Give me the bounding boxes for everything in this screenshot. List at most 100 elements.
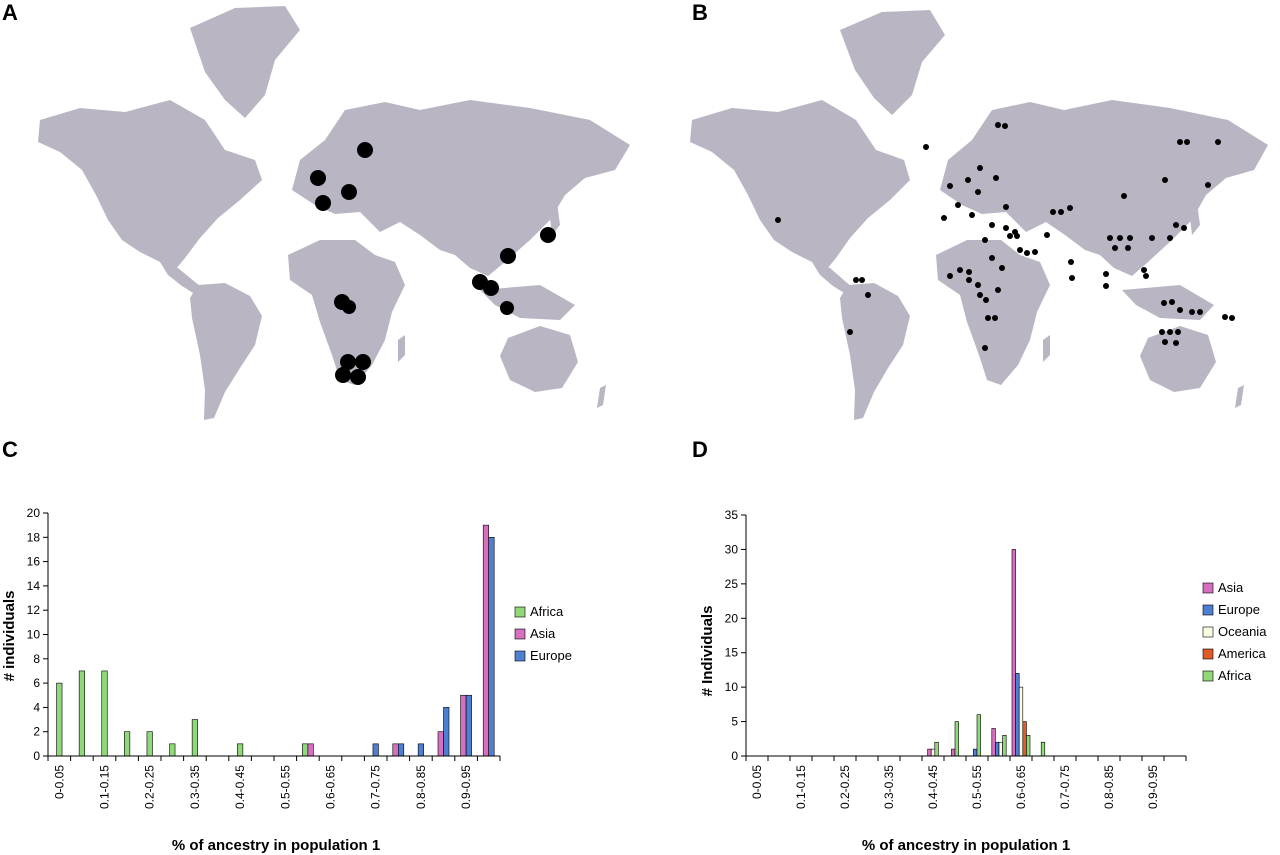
legend-label-america: America [1218, 646, 1266, 661]
population-dot [1175, 329, 1181, 335]
central-america [812, 262, 856, 296]
population-dot [975, 282, 981, 288]
population-dot [947, 183, 953, 189]
legend-label-oceania: Oceania [1218, 624, 1267, 639]
y-tick-label: 12 [27, 603, 41, 617]
population-dot [1177, 139, 1183, 145]
population-dot [1003, 225, 1009, 231]
population-dot [1003, 204, 1009, 210]
population-dot [1161, 300, 1167, 306]
population-dot [859, 277, 865, 283]
bar-africa [169, 743, 176, 757]
population-dot [1149, 235, 1155, 241]
population-dot [1058, 209, 1064, 215]
population-dot [355, 354, 371, 370]
population-dot [1205, 182, 1211, 188]
legend-swatch-europe [514, 650, 526, 662]
population-dot [1007, 233, 1013, 239]
bar-america [1022, 721, 1027, 757]
population-dot [350, 369, 366, 385]
population-dot [1017, 247, 1023, 253]
landmasses [690, 10, 1268, 420]
scandinavia [978, 118, 1018, 172]
y-tick-label: 16 [27, 555, 41, 569]
population-dot [340, 354, 356, 370]
bar-europe [443, 707, 450, 757]
population-dot [1189, 309, 1195, 315]
population-dot [1222, 314, 1228, 320]
x-tick-label: 0.1-0.15 [98, 765, 112, 809]
y-tick-label: 30 [725, 542, 739, 556]
y-tick-label: 10 [27, 628, 41, 642]
map-a-markers [310, 142, 556, 385]
bar-africa [976, 714, 981, 757]
bar-oceania [1018, 686, 1024, 757]
population-dot [965, 177, 971, 183]
population-dot [977, 292, 983, 298]
population-dot [1002, 123, 1008, 129]
population-dot [1044, 232, 1050, 238]
x-tick-label: 0.7-0.75 [1058, 765, 1072, 809]
legend-swatch-oceania [1202, 626, 1214, 638]
legend-swatch-america [1202, 648, 1214, 660]
x-tick-label: 0.4-0.45 [233, 765, 247, 809]
population-dot [335, 367, 351, 383]
population-dot [342, 300, 356, 314]
population-dot [1143, 273, 1149, 279]
bar-africa [1026, 735, 1031, 757]
x-tick-label: 0-0.05 [750, 765, 764, 799]
population-dot [947, 273, 953, 279]
population-dot [923, 144, 929, 150]
population-dot [1215, 139, 1221, 145]
population-dot [1177, 307, 1183, 313]
panel-label-c: C [2, 437, 18, 462]
bar-europe [973, 748, 978, 757]
x-tick-label: 0.8-0.85 [414, 765, 428, 809]
population-dot [1112, 245, 1118, 251]
bar-africa [78, 670, 85, 757]
ancestry-histogram-c: 0 2 4 6 8 10 12 14 16 18 20 0-0.05 0.1-0.15 0.2-0.25… [1, 506, 572, 854]
world-map-a [38, 6, 630, 420]
population-dot [941, 215, 947, 221]
y-tick-label: 18 [27, 530, 41, 544]
bar-africa [302, 743, 309, 757]
x-tick-label: 0.2-0.25 [143, 765, 157, 809]
population-dot [1127, 235, 1133, 241]
x-tick-label: 0.7-0.75 [369, 765, 383, 809]
population-dot [992, 315, 998, 321]
x-tick-labels: 0-0.05 0.1-0.15 0.2-0.25 0.3-0.35 0.4-0.45 0.… [750, 765, 1160, 809]
new-zealand [597, 385, 606, 408]
population-dot [1184, 139, 1190, 145]
population-dot [982, 345, 988, 351]
x-tick-label: 0.5-0.55 [278, 765, 292, 809]
panel-label-b: B [692, 0, 708, 25]
new-zealand [1235, 385, 1244, 408]
x-tick-label: 0.6-0.65 [1014, 765, 1028, 809]
bar-asia [307, 743, 314, 757]
population-dot [357, 142, 373, 158]
y-tick-label: 8 [33, 652, 40, 666]
population-dot [1107, 235, 1113, 241]
population-dot [1162, 339, 1168, 345]
bar-europe [417, 743, 424, 757]
population-dot [989, 255, 995, 261]
bar-africa [124, 731, 131, 757]
population-dot [1169, 299, 1175, 305]
population-dot [995, 122, 1001, 128]
africa [936, 240, 1050, 385]
legend-label-europe: Europe [1218, 602, 1260, 617]
ancestry-histogram-d: 0 5 10 15 20 25 30 35 0-0.05 0.1-0.15 0.2-0.25 0.3… [699, 508, 1267, 854]
population-dot [957, 267, 963, 273]
population-dot [500, 248, 516, 264]
legend-label-africa: Africa [1218, 668, 1252, 683]
y-axis-title: # individuals [1, 591, 18, 682]
x-tick-label: 0.2-0.25 [838, 765, 852, 809]
y-tick-label: 4 [33, 700, 40, 714]
y-tick-label: 0 [33, 749, 40, 763]
population-dot [1141, 267, 1147, 273]
x-tick-label: 0.8-0.85 [1102, 765, 1116, 809]
legend: Africa Asia Europe [514, 604, 572, 663]
bar-africa [1040, 741, 1046, 757]
bar-asia [1011, 549, 1016, 757]
population-dot [1024, 250, 1030, 256]
